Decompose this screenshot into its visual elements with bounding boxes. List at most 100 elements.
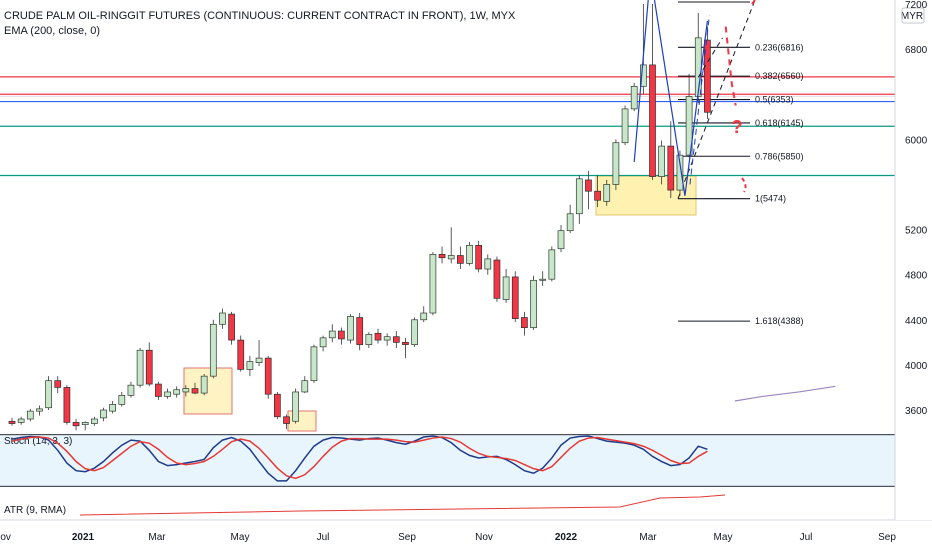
candle-body: [283, 416, 290, 424]
price-tick: 3600: [905, 406, 928, 417]
candle-body: [502, 276, 510, 300]
candle-body: [575, 178, 583, 215]
time-axis[interactable]: Nov 2021 Mar May Jul Sep Nov 2022 Mar May Jul Sep: [0, 532, 896, 543]
time-tick: Nov: [475, 532, 493, 543]
fib-label: 0.786(5850): [755, 151, 804, 161]
candle-body: [704, 39, 711, 113]
candle-body: [182, 388, 190, 393]
candle-body: [639, 64, 647, 87]
candle-body: [310, 346, 318, 382]
time-tick: Sep: [398, 532, 416, 543]
candle-body: [54, 380, 62, 388]
candle-body: [246, 361, 254, 370]
price-tick: 6800: [905, 45, 928, 56]
candle-body: [17, 418, 25, 423]
price-tick: 4400: [905, 316, 928, 327]
fib-retracement[interactable]: 0.236(6816) 0.382(6560) 0.5(6353) 0.618(614…: [677, 0, 804, 326]
price-tick: 5200: [905, 226, 928, 237]
candle-body: [374, 332, 382, 341]
stoch-band: [0, 435, 895, 486]
candle-body: [237, 339, 245, 370]
stochastic-pane: Stoch (14, 3, 3)100.0050.00: [0, 425, 932, 487]
price-axis-bg: [895, 0, 932, 520]
time-tick: Jul: [317, 532, 330, 543]
candle-body: [539, 278, 547, 281]
candle-body: [209, 323, 217, 377]
candle-body: [319, 337, 327, 348]
candle-body: [612, 142, 620, 185]
candle-body: [447, 255, 455, 260]
candle-body: [566, 213, 574, 232]
ema-legend: EMA (200, close, 0): [4, 25, 100, 37]
candle-body: [621, 108, 629, 144]
trend-arrow: [633, 0, 649, 162]
candle-body: [667, 145, 675, 191]
candle-body: [191, 388, 199, 394]
candle-body: [420, 312, 428, 321]
candle-body: [118, 394, 126, 405]
candle-body: [109, 404, 117, 412]
stoch-legend: Stoch (14, 3, 3): [4, 436, 72, 447]
candle-body: [173, 389, 181, 395]
candle-body: [676, 154, 684, 191]
currency-label: MYR: [901, 11, 923, 22]
candle-body: [127, 384, 135, 396]
trend-drawings[interactable]: ?: [633, 0, 756, 196]
price-tick: 4000: [905, 361, 928, 372]
candle-body: [521, 317, 528, 329]
fib-label: 0.236(6816): [755, 42, 804, 52]
candle-body: [438, 254, 446, 259]
time-tick: Jul: [800, 532, 813, 543]
candle-body: [155, 383, 162, 397]
candle-body: [136, 349, 144, 386]
chart-legend: CRUDE PALM OIL-RINGGIT FUTURES (CONTINUO…: [4, 9, 515, 39]
candle-body: [338, 330, 345, 340]
price-tick: 7200: [905, 0, 928, 11]
candle-body: [292, 391, 299, 422]
zone-box: [287, 410, 317, 432]
fib-label: 1(5474): [755, 194, 786, 204]
candle-body: [585, 179, 592, 192]
candle-body: [383, 336, 391, 341]
candle-body: [493, 259, 501, 299]
candle-body: [90, 418, 98, 424]
fib-label: 1.618(4388): [755, 316, 804, 326]
candle-body: [301, 380, 309, 393]
price-tick: 4800: [905, 271, 928, 282]
candle-body: [511, 276, 519, 319]
highlight-zones: [183, 175, 697, 432]
question-mark: ?: [732, 117, 743, 137]
candle-body: [530, 279, 537, 329]
red-dash: [751, 0, 756, 5]
candle-body: [328, 330, 336, 339]
candle-body: [630, 85, 638, 110]
candle-body: [392, 336, 400, 343]
ema-polyline: [734, 385, 836, 402]
candle-body: [557, 230, 565, 250]
candle-body: [484, 258, 492, 270]
candle-body: [164, 391, 171, 397]
time-tick: May: [231, 532, 250, 543]
time-tick: May: [714, 532, 733, 543]
trend-arrow-dashed: [689, 15, 710, 185]
price-axis[interactable]: MYR 3600 4000 4400 4800 5200 6000 6800 7200: [894, 0, 932, 520]
candle-body: [228, 313, 235, 341]
candle-body: [255, 357, 263, 363]
candle-body: [356, 317, 364, 345]
fib-label: 0.618(6145): [755, 118, 804, 128]
red-dash: [724, 26, 737, 106]
atr-line: [79, 494, 726, 516]
candle-body: [457, 255, 464, 264]
time-tick: Nov: [0, 532, 11, 543]
time-tick: 2021: [72, 532, 95, 543]
trend-arrow: [653, 0, 686, 196]
candle-body: [594, 190, 601, 201]
candle-body: [603, 184, 611, 202]
candle-body: [411, 319, 418, 345]
candle-body: [365, 334, 373, 345]
candle-body: [685, 96, 693, 156]
candle-body: [402, 341, 409, 345]
candle-body: [8, 420, 16, 424]
